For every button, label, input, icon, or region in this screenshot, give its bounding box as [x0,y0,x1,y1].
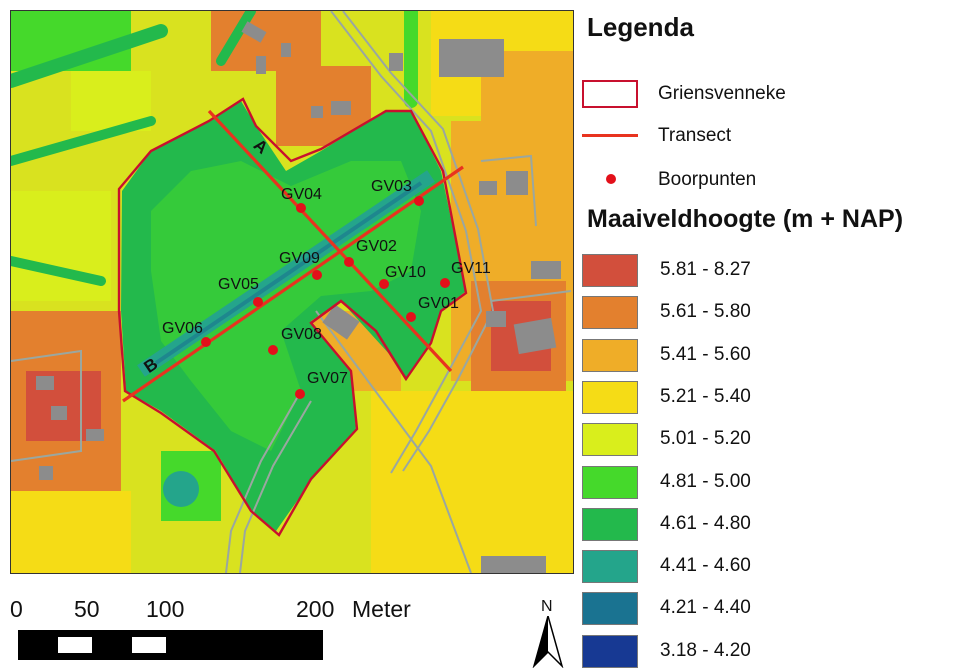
elevation-class-label: 5.41 - 5.60 [660,344,751,365]
transect-lines [122,109,464,403]
scale-unit: Meter [352,596,411,622]
legend-item-boorpunten: Boorpunten [580,162,959,196]
legend: Legenda Griensvenneke Transect Boorpunte… [580,0,959,669]
point-gv04 [296,203,306,213]
point-gv02 [344,257,354,267]
transect-b [122,165,464,403]
boundary-swatch-icon [582,80,638,108]
elevation-legend-title: Maaiveldhoogte (m + NAP) [587,205,904,233]
transect-line-icon [582,134,638,137]
point-gv05 [253,297,263,307]
griensvenneke-boundary-notch [310,299,408,380]
point-gv03 [414,196,424,206]
elevation-swatch [582,508,638,541]
elevation-class-label: 5.61 - 5.80 [660,301,751,322]
point-gv07 [295,389,305,399]
map-frame[interactable]: A B GV01 GV02 GV03 GV04 GV05 GV06 GV07 G… [10,10,574,574]
elevation-class-label: 4.81 - 5.00 [660,471,751,492]
elevation-swatch [582,381,638,414]
point-label-gv09: GV09 [279,250,320,267]
legend-label-boorpunten: Boorpunten [658,169,757,190]
elevation-swatch [582,254,638,287]
point-gv06 [201,337,211,347]
scale-tick-100: 100 [146,596,185,622]
legend-title: Legenda [587,12,694,42]
point-label-gv08: GV08 [281,326,322,343]
scale-tick-50: 50 [74,596,100,622]
legend-label-transect: Transect [658,125,732,146]
elevation-class-label: 4.21 - 4.40 [660,597,751,618]
elevation-swatch [582,296,638,329]
elevation-class-label: 4.41 - 4.60 [660,555,751,576]
point-label-gv03: GV03 [371,178,412,195]
elevation-class-label: 5.01 - 5.20 [660,428,751,449]
legend-item-transect: Transect [580,118,959,152]
point-label-gv07: GV07 [307,370,348,387]
scale-tick-200: 200 [296,596,335,622]
point-label-gv02: GV02 [356,238,397,255]
elevation-swatch [582,339,638,372]
point-gv08 [268,345,278,355]
point-gv10 [379,279,389,289]
elevation-swatch [582,592,638,625]
point-label-gv05: GV05 [218,276,259,293]
point-label-gv06: GV06 [162,320,203,337]
boring-point-icon [606,174,616,184]
point-gv09 [312,270,322,280]
elevation-class-label: 3.18 - 4.20 [660,640,751,661]
elevation-swatch [582,635,638,668]
legend-label-griensvenneke: Griensvenneke [658,83,786,104]
point-label-gv01: GV01 [418,295,459,312]
roads [11,11,572,573]
elevation-class-label: 5.81 - 8.27 [660,259,751,280]
point-label-gv11: GV11 [451,260,491,277]
point-gv11 [440,278,450,288]
north-arrow-icon [532,616,564,668]
raster-orange-areas [11,11,573,573]
elevation-map: A B GV01 GV02 GV03 GV04 GV05 GV06 GV07 G… [11,11,573,573]
scale-bar-graphic [18,630,323,660]
point-label-gv10: GV10 [385,264,426,281]
transect-a [207,109,453,373]
elevation-swatch [582,550,638,583]
north-letter: N [541,598,553,615]
north-arrow: N [532,598,564,668]
scale-bar: 0 50 100 200 Meter [10,590,470,669]
elevation-swatch [582,423,638,456]
elevation-class-label: 4.61 - 4.80 [660,513,751,534]
raster-green-strips [11,11,418,286]
scale-tick-0: 0 [10,596,23,622]
elevation-class-label: 5.21 - 5.40 [660,386,751,407]
legend-item-griensvenneke: Griensvenneke [580,76,959,110]
boring-points [201,196,450,399]
elevation-swatch [582,466,638,499]
point-label-gv04: GV04 [281,186,322,203]
ditch-strip-dark [154,181,423,365]
buildings [36,21,561,573]
point-gv01 [406,312,416,322]
point-labels: GV01 GV02 GV03 GV04 GV05 GV06 GV07 GV08 … [162,178,491,387]
